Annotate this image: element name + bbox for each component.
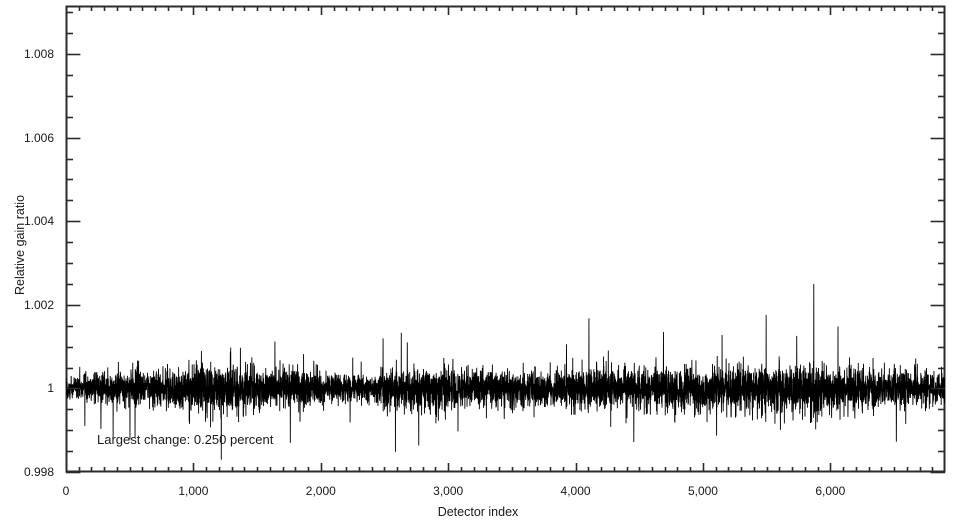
x-tick-label: 0 <box>62 484 70 498</box>
y-tick-label: 0.998 <box>23 465 54 479</box>
y-tick-label: 1.006 <box>23 130 54 145</box>
x-tick-label: 4,000 <box>560 484 591 498</box>
x-tick-label: 2,000 <box>305 484 336 498</box>
x-axis-label: Detector index <box>437 505 519 519</box>
plot-frame <box>65 5 946 473</box>
y-tick-label: 1.008 <box>23 47 54 62</box>
y-tick-label: 1.004 <box>23 214 54 229</box>
x-tick-label: 5,000 <box>687 484 718 498</box>
data-trace <box>66 283 945 460</box>
x-tick-label: 3,000 <box>433 484 464 498</box>
x-tick-label: 1,000 <box>178 484 209 498</box>
largest-change-annotation: Largest change: 0.250 percent <box>97 432 274 447</box>
y-tick-label: 1 <box>47 381 54 396</box>
y-tick-label: 1.002 <box>23 297 54 312</box>
x-tick-label: 6,000 <box>815 484 846 498</box>
axis-ticks <box>65 6 945 474</box>
